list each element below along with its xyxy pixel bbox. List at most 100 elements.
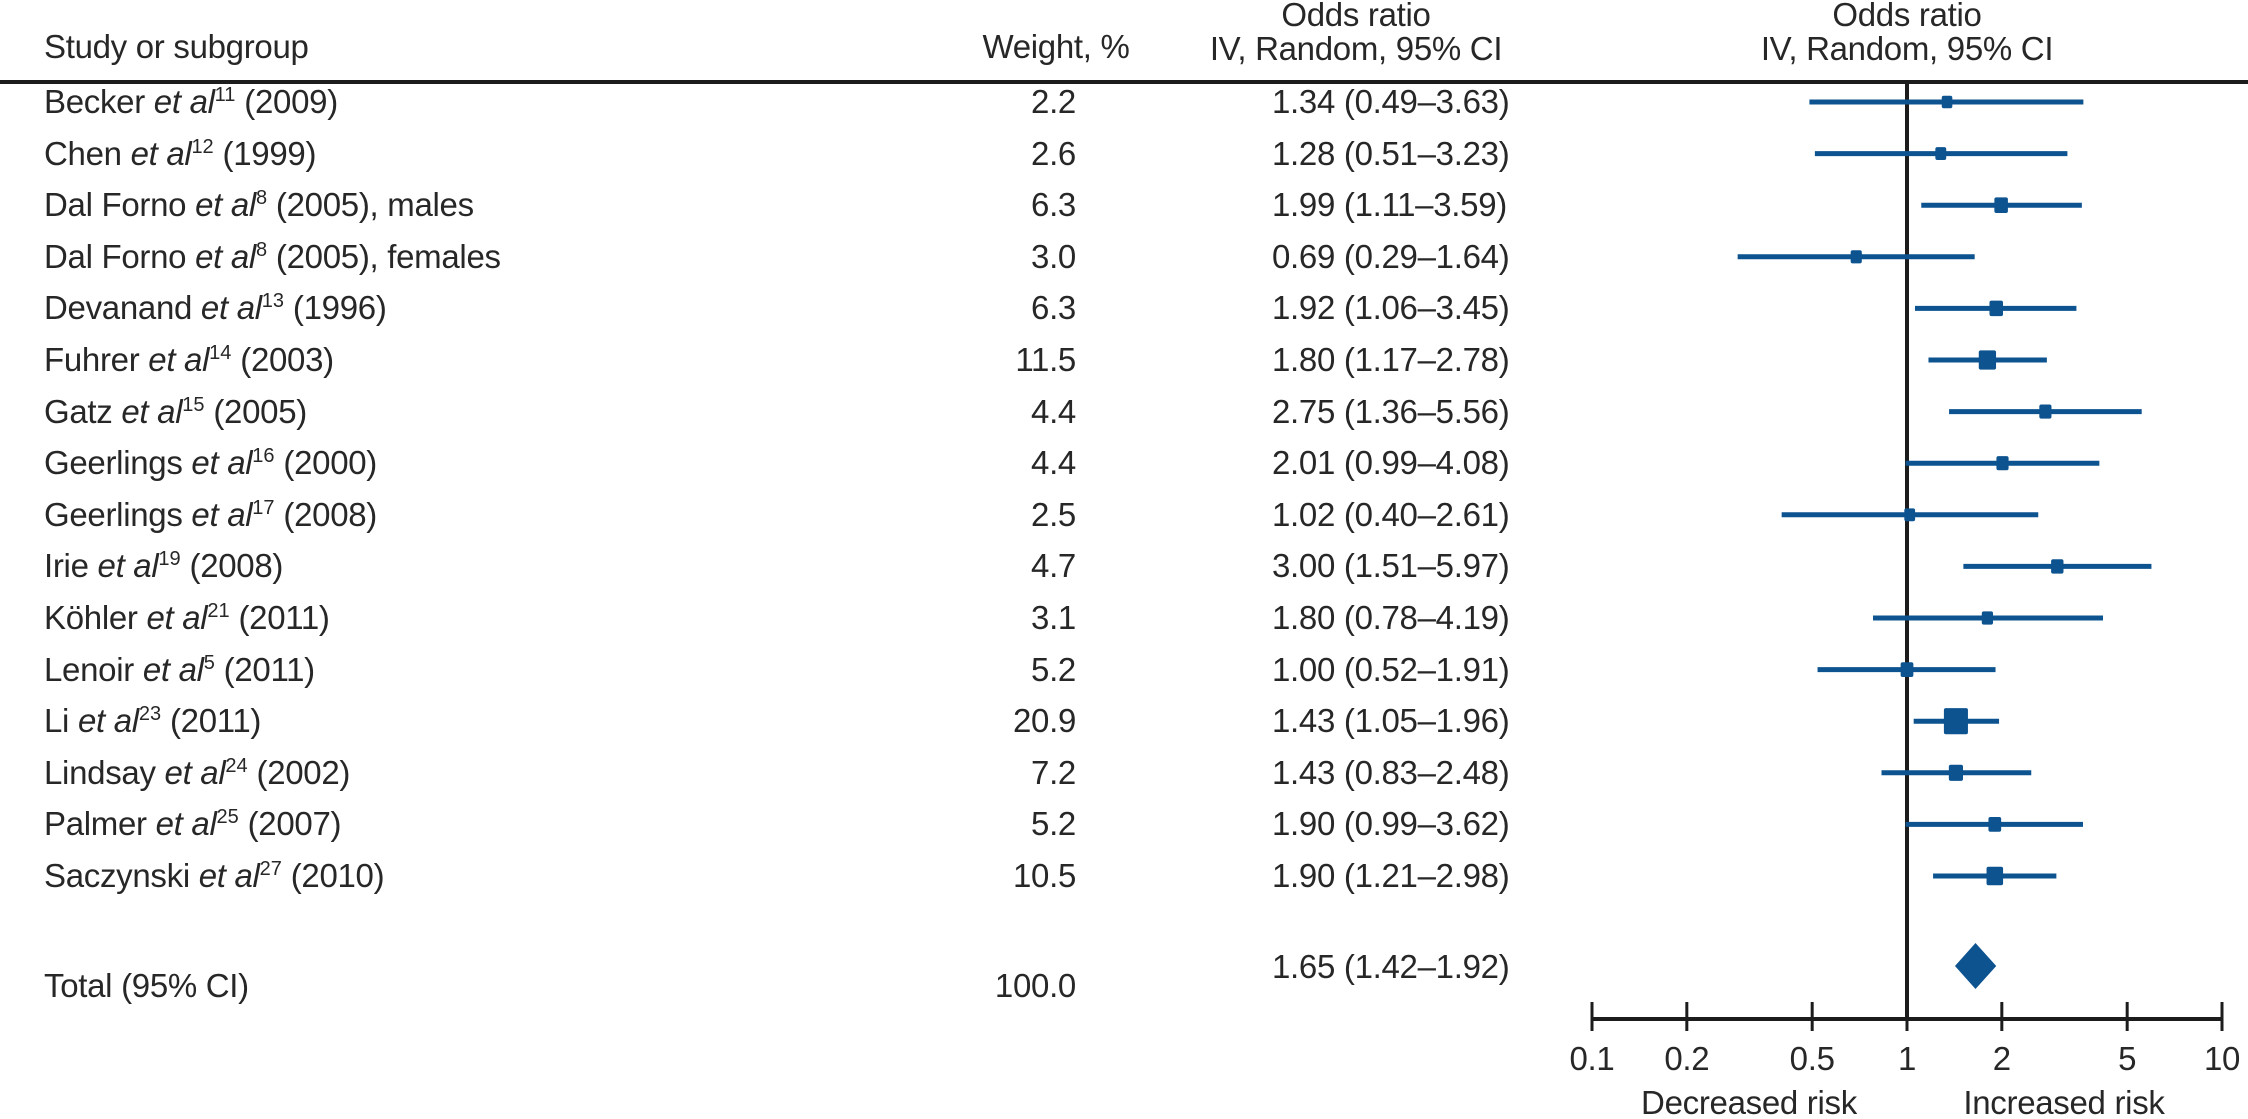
study-weight: 5.2 bbox=[1031, 805, 1076, 843]
study-or-value: 1.34 (0.49–3.63) bbox=[1272, 83, 1510, 120]
study-weight: 2.5 bbox=[1031, 495, 1076, 533]
x-axis-tick-label: 1 bbox=[1897, 1040, 1917, 1077]
effect-marker bbox=[1850, 250, 1862, 264]
header-divider bbox=[0, 80, 2248, 84]
effect-marker bbox=[1904, 508, 1916, 522]
x-axis-tick bbox=[1685, 1002, 1689, 1031]
study-or-value: 1.92 (1.06–3.45) bbox=[1272, 289, 1510, 327]
study-or-value: 1.80 (0.78–4.19) bbox=[1272, 599, 1510, 636]
study-row: Gatz et al15 (2005) 4.4 2.75 (1.36–5.56) bbox=[0, 392, 1560, 432]
study-row: Lenoir et al5 (2011) 5.2 1.00 (0.52–1.91) bbox=[0, 650, 1560, 690]
study-or-value: 3.00 (1.51–5.97) bbox=[1272, 547, 1510, 585]
x-axis-tick bbox=[1905, 1002, 1909, 1031]
effect-marker bbox=[1996, 456, 2009, 471]
study-label: Geerlings et al16 (2000) bbox=[44, 444, 377, 482]
study-label: Köhler et al21 (2011) bbox=[44, 599, 330, 636]
study-or-value: 1.43 (1.05–1.96) bbox=[1272, 702, 1510, 740]
study-label: Lenoir et al5 (2011) bbox=[44, 650, 315, 688]
study-label: Palmer et al25 (2007) bbox=[44, 805, 342, 843]
study-row: Palmer et al25 (2007) 5.2 1.90 (0.99–3.62) bbox=[0, 804, 1560, 844]
study-or-value: 1.00 (0.52–1.91) bbox=[1272, 650, 1510, 688]
x-axis-tick bbox=[1590, 1002, 1594, 1031]
effect-marker bbox=[2051, 559, 2064, 574]
column-header-odds-ratio-plot: Odds ratio IV, Random, 95% CI bbox=[1707, 0, 2107, 66]
x-axis-tick bbox=[2000, 1002, 2004, 1031]
x-axis-tick-label: 5 bbox=[2118, 1040, 2137, 1077]
total-diamond bbox=[1954, 943, 1997, 989]
study-row: Köhler et al21 (2011) 3.1 1.80 (0.78–4.19) bbox=[0, 598, 1560, 638]
study-row: Geerlings et al16 (2000) 4.4 2.01 (0.99–4.… bbox=[0, 443, 1560, 483]
column-header-weight: Weight, % bbox=[982, 28, 1130, 65]
study-or-value: 2.01 (0.99–4.08) bbox=[1272, 444, 1510, 482]
study-label: Fuhrer et al14 (2003) bbox=[44, 341, 334, 378]
study-weight: 10.5 bbox=[1012, 857, 1076, 894]
effect-marker bbox=[1981, 611, 1994, 625]
study-weight: 20.9 bbox=[1012, 702, 1076, 740]
study-label: Chen et al12 (1999) bbox=[44, 134, 317, 172]
study-weight: 2.6 bbox=[1031, 134, 1076, 172]
study-weight: 3.0 bbox=[1031, 237, 1076, 275]
study-label: Dal Forno et al8 (2005), males bbox=[44, 186, 474, 224]
study-row: Fuhrer et al14 (2003) 11.5 1.80 (1.17–2.78… bbox=[0, 340, 1560, 380]
study-weight: 7.2 bbox=[1031, 753, 1076, 791]
study-or-value: 1.28 (0.51–3.23) bbox=[1272, 134, 1510, 172]
study-weight: 4.4 bbox=[1031, 392, 1076, 430]
study-or-value: 0.69 (0.29–1.64) bbox=[1272, 237, 1510, 275]
total-row: Total (95% CI) 100.0 1.65 (1.42–1.92) bbox=[0, 948, 1560, 1006]
study-weight: 5.2 bbox=[1031, 650, 1076, 688]
x-axis-tick bbox=[2125, 1002, 2129, 1031]
study-row: Chen et al12 (1999) 2.6 1.28 (0.51–3.23) bbox=[0, 134, 1560, 174]
study-label: Lindsay et al24 (2002) bbox=[44, 753, 351, 791]
effect-marker bbox=[2039, 404, 2052, 419]
study-label: Li et al23 (2011) bbox=[44, 702, 262, 740]
study-row: Becker et al11 (2009) 2.2 1.34 (0.49–3.63) bbox=[0, 82, 1560, 122]
effect-marker bbox=[1948, 764, 1964, 781]
study-weight: 4.7 bbox=[1031, 547, 1076, 585]
x-axis-tick bbox=[1810, 1002, 1814, 1031]
effect-marker bbox=[1978, 350, 1997, 370]
study-or-value: 1.43 (0.83–2.48) bbox=[1272, 753, 1510, 791]
x-axis-tick-label: 0.5 bbox=[1789, 1040, 1835, 1077]
study-row: Irie et al19 (2008) 4.7 3.00 (1.51–5.97) bbox=[0, 546, 1560, 586]
axis-label-decreased-risk: Decreased risk bbox=[1641, 1084, 1857, 1119]
column-header-study: Study or subgroup bbox=[44, 28, 309, 65]
study-weight: 4.4 bbox=[1031, 444, 1076, 482]
effect-marker bbox=[1994, 197, 2008, 213]
x-axis-tick-label: 10 bbox=[2203, 1040, 2241, 1077]
x-axis-tick-label: 0.1 bbox=[1569, 1040, 1615, 1077]
study-weight: 2.2 bbox=[1031, 83, 1076, 120]
study-or-value: 1.02 (0.40–2.61) bbox=[1272, 495, 1510, 533]
study-row: Saczynski et al27 (2010) 10.5 1.90 (1.21–2… bbox=[0, 856, 1560, 896]
axis-label-increased-risk: Increased risk bbox=[1963, 1084, 2165, 1119]
effect-marker bbox=[1986, 866, 2004, 886]
study-or-value: 1.90 (1.21–2.98) bbox=[1272, 857, 1510, 894]
study-label: Geerlings et al17 (2008) bbox=[44, 495, 377, 533]
study-or-value: 1.99 (1.11–3.59) bbox=[1272, 186, 1507, 224]
study-row: Dal Forno et al8 (2005), females 3.0 0.69 … bbox=[0, 237, 1560, 277]
effect-marker bbox=[1935, 147, 1947, 161]
study-label: Saczynski et al27 (2010) bbox=[44, 857, 385, 894]
effect-marker bbox=[1988, 817, 2002, 832]
study-weight: 3.1 bbox=[1031, 599, 1076, 636]
effect-marker bbox=[1943, 708, 1968, 735]
study-row: Dal Forno et al8 (2005), males 6.3 1.99 (1… bbox=[0, 185, 1560, 225]
effect-marker bbox=[1989, 300, 2004, 317]
study-row: Devanand et al13 (1996) 6.3 1.92 (1.06–3.4… bbox=[0, 288, 1560, 328]
study-or-value: 1.90 (0.99–3.62) bbox=[1272, 805, 1510, 843]
column-header-odds-ratio-plot-line1: Odds ratio bbox=[1832, 0, 1982, 33]
study-label: Irie et al19 (2008) bbox=[44, 547, 284, 585]
study-label: Devanand et al13 (1996) bbox=[44, 289, 387, 327]
column-header-odds-ratio-text: Odds ratio IV, Random, 95% CI bbox=[1206, 0, 1506, 66]
reference-line bbox=[1905, 84, 1909, 1021]
effect-marker bbox=[1941, 95, 1953, 109]
study-weight: 6.3 bbox=[1031, 186, 1076, 224]
x-axis-tick bbox=[2220, 1002, 2224, 1031]
study-row: Geerlings et al17 (2008) 2.5 1.02 (0.40–2.… bbox=[0, 495, 1560, 535]
total-weight: 100.0 bbox=[994, 967, 1076, 1004]
study-row: Lindsay et al24 (2002) 7.2 1.43 (0.83–2.48… bbox=[0, 753, 1560, 793]
study-or-value: 1.80 (1.17–2.78) bbox=[1272, 341, 1510, 378]
column-header-odds-ratio-plot-line2: IV, Random, 95% CI bbox=[1760, 30, 2054, 67]
study-label: Gatz et al15 (2005) bbox=[44, 392, 307, 430]
effect-marker bbox=[1900, 662, 1914, 677]
